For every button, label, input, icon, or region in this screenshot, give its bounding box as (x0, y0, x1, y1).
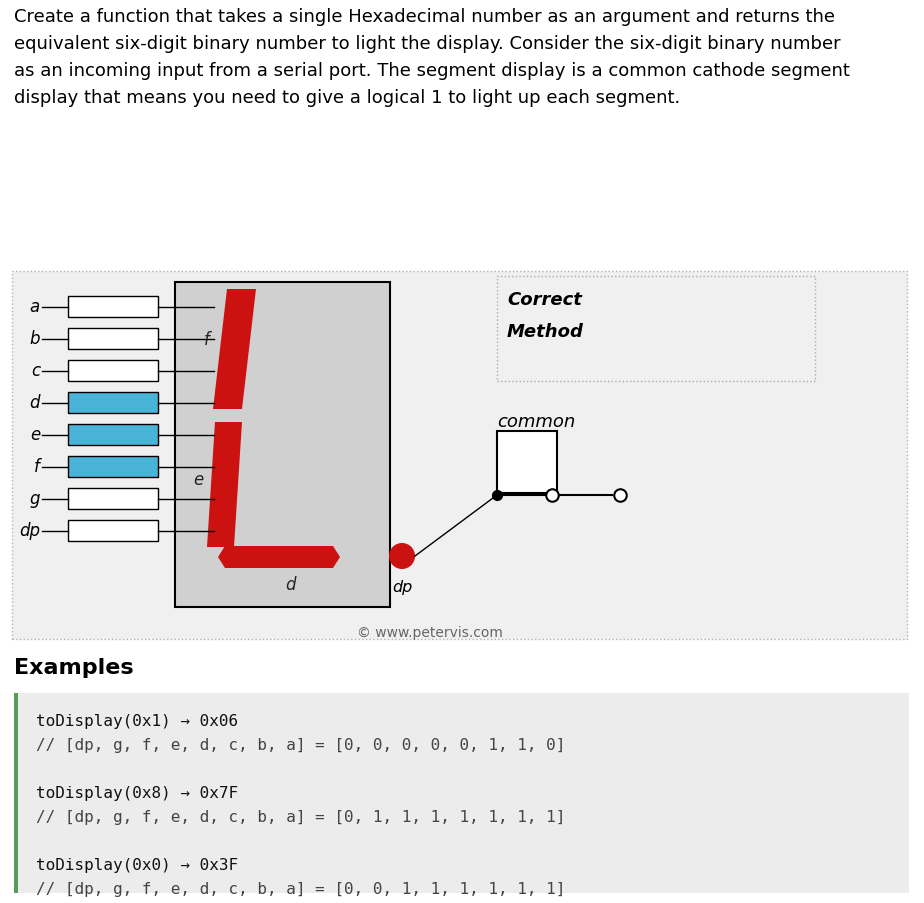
Bar (68, 424, 158, 445)
Text: common: common (497, 413, 576, 431)
Text: // [dp, g, f, e, d, c, b, a] = [0, 1, 1, 1, 1, 1, 1, 1]: // [dp, g, f, e, d, c, b, a] = [0, 1, 1,… (36, 809, 565, 824)
Bar (68, 360, 158, 382)
Text: e: e (30, 426, 40, 444)
Bar (12, 272, 907, 639)
Bar (68, 457, 158, 478)
Bar (68, 329, 158, 349)
Text: Examples: Examples (14, 657, 134, 677)
Text: c: c (30, 362, 40, 380)
Text: as an incoming input from a serial port. The segment display is a common cathode: as an incoming input from a serial port.… (14, 62, 850, 79)
Text: e: e (193, 470, 203, 489)
Text: toDisplay(0x8) → 0x7F: toDisplay(0x8) → 0x7F (36, 785, 238, 800)
Text: d: d (30, 394, 40, 412)
Bar (68, 297, 158, 318)
Bar (14, 694, 18, 893)
Bar (14, 694, 909, 893)
Text: // [dp, g, f, e, d, c, b, a] = [0, 0, 1, 1, 1, 1, 1, 1]: // [dp, g, f, e, d, c, b, a] = [0, 0, 1,… (36, 881, 565, 896)
Text: display that means you need to give a logical 1 to light up each segment.: display that means you need to give a lo… (14, 88, 680, 107)
Text: Create a function that takes a single Hexadecimal number as an argument and retu: Create a function that takes a single He… (14, 8, 835, 26)
Bar (68, 489, 158, 509)
Text: equivalent six-digit binary number to light the display. Consider the six-digit : equivalent six-digit binary number to li… (14, 35, 841, 53)
Text: toDisplay(0x1) → 0x06: toDisplay(0x1) → 0x06 (36, 713, 238, 728)
Bar (175, 283, 390, 608)
Text: // [dp, g, f, e, d, c, b, a] = [0, 0, 0, 0, 0, 1, 1, 0]: // [dp, g, f, e, d, c, b, a] = [0, 0, 0,… (36, 737, 565, 752)
Text: Correct: Correct (507, 291, 582, 309)
Polygon shape (218, 546, 340, 568)
Text: toDisplay(0x0) → 0x3F: toDisplay(0x0) → 0x3F (36, 857, 238, 872)
Text: f: f (204, 330, 210, 349)
Text: Method: Method (507, 322, 584, 340)
Text: d: d (285, 575, 296, 593)
Bar (497, 432, 557, 493)
Text: dp: dp (392, 580, 412, 594)
Text: a: a (30, 298, 40, 316)
Text: f: f (34, 458, 40, 476)
Bar (68, 520, 158, 542)
Text: b: b (30, 330, 40, 349)
Bar (68, 393, 158, 414)
Polygon shape (213, 290, 256, 410)
Polygon shape (207, 423, 242, 547)
Bar (497, 276, 815, 382)
Circle shape (389, 544, 415, 570)
Text: g: g (30, 490, 40, 507)
Text: dp: dp (19, 522, 40, 540)
Text: © www.petervis.com: © www.petervis.com (357, 625, 503, 639)
